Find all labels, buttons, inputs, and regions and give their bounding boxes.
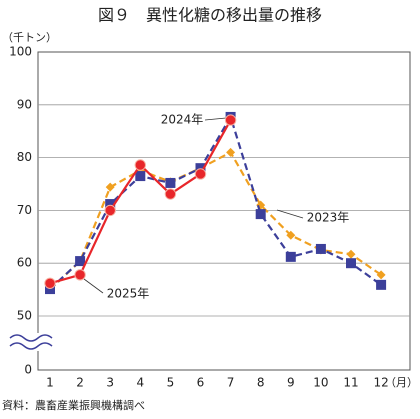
y-tick-label: 60 [17, 256, 32, 270]
y-unit: （千トン） [2, 31, 57, 44]
series-line [49, 114, 382, 290]
y-tick-label: 0 [24, 363, 32, 377]
series [44, 114, 237, 289]
series-label: 2024年 [161, 113, 204, 127]
source: 資料：農畜産業振興機構調べ [2, 398, 145, 412]
series-line [49, 150, 382, 291]
marker [105, 182, 115, 192]
y-tick-label: 80 [17, 150, 32, 164]
series-label: 2025年 [107, 287, 150, 301]
marker [44, 277, 56, 289]
leader-line [204, 117, 227, 121]
marker [164, 188, 177, 200]
marker [315, 243, 326, 254]
marker [195, 163, 206, 174]
marker [134, 159, 147, 171]
marker [286, 230, 296, 240]
marker [194, 168, 207, 180]
marker [45, 284, 55, 295]
y-tick-label: 100 [9, 45, 32, 59]
series-label: 2023年 [307, 211, 350, 225]
plot-frame [37, 51, 411, 371]
marker [104, 204, 116, 217]
x-tick-label: 2 [76, 376, 84, 390]
marker [346, 249, 356, 259]
x-unit: （月） [385, 376, 418, 389]
marker [165, 177, 176, 188]
marker [75, 256, 86, 267]
x-tick-label: 9 [287, 376, 295, 390]
marker [74, 269, 86, 281]
marker [224, 114, 237, 126]
leader-line [83, 278, 104, 294]
x-tick-label: 4 [136, 376, 144, 390]
leader-line [276, 209, 304, 219]
marker [376, 270, 386, 280]
x-tick-label: 1 [46, 376, 54, 390]
series [45, 111, 387, 295]
chart-title: 図９ 異性化糖の移出量の推移 [98, 6, 322, 25]
marker [285, 251, 296, 262]
x-tick-label: 5 [167, 376, 175, 390]
x-tick-label: 10 [313, 376, 328, 390]
axis-break [9, 334, 53, 350]
marker [346, 258, 356, 269]
x-tick-label: 12 [373, 376, 388, 390]
marker [105, 199, 116, 210]
marker [135, 171, 146, 182]
marker [255, 209, 266, 220]
y-tick-label: 70 [17, 203, 32, 217]
marker [376, 279, 387, 290]
x-tick-label: 8 [257, 376, 265, 390]
x-tick-label: 6 [197, 376, 205, 390]
x-tick-label: 7 [227, 376, 235, 390]
x-tick-label: 3 [106, 376, 114, 390]
break-mask [10, 333, 50, 351]
y-tick-label: 50 [17, 309, 32, 323]
x-tick-label: 11 [343, 376, 358, 390]
y-tick-label: 90 [17, 97, 32, 111]
marker [226, 147, 236, 157]
